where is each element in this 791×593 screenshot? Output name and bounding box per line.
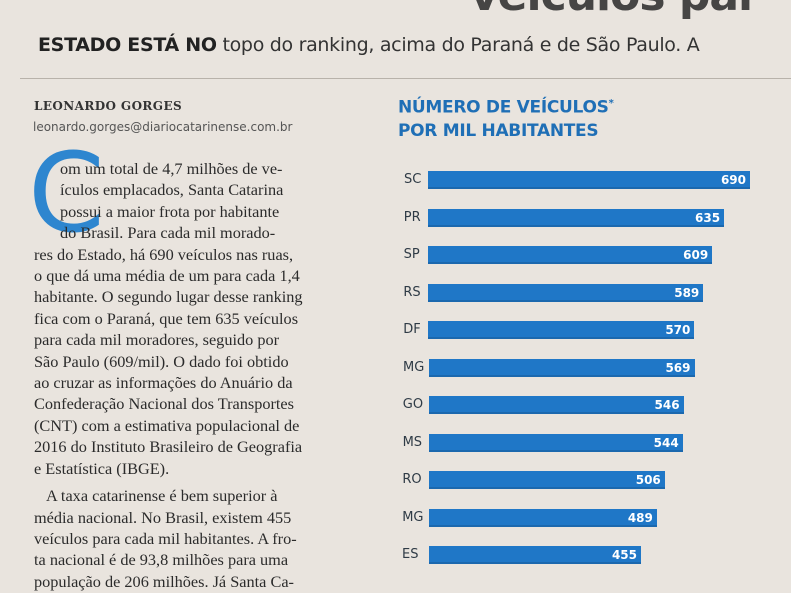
- subheadline: ESTADO ESTÁ NO topo do ranking, acima do…: [38, 34, 791, 56]
- article-line: om um total de 4,7 milhões de ve-: [60, 159, 283, 178]
- bar: [428, 433, 683, 452]
- article-line: habitante. O segundo lugar desse ranking: [34, 287, 303, 307]
- divider: [20, 78, 791, 79]
- article-line: do Brasil. Para cada mil morado-: [60, 223, 276, 243]
- bar: [428, 508, 657, 527]
- bar-label: PR: [403, 209, 421, 225]
- article-line: Confederação Nacional dos Transportes: [34, 394, 294, 414]
- article-line: possui a maior frota por habitante: [60, 201, 280, 221]
- article-body: om um total de 4,7 milhões de ve-ículos …: [34, 158, 384, 592]
- bar: [429, 546, 641, 564]
- bar-label: SC: [404, 172, 422, 187]
- article-line: A taxa catarinense é bem superior à: [46, 486, 278, 506]
- article-line: veículos para cada mil habitantes. A fro…: [34, 528, 297, 548]
- subheadline-bold: ESTADO ESTÁ NO: [38, 34, 217, 56]
- bar-value-label: 544: [653, 435, 679, 450]
- article-line: média nacional. No Brasil, existem 455: [34, 507, 292, 527]
- article-line: São Paulo (609/mil). O dado foi obtido: [34, 351, 289, 371]
- bar: [428, 246, 713, 264]
- article-line: (CNT) com a estimativa populacional de: [34, 415, 300, 435]
- article-line: e Estatística (IBGE).: [34, 458, 170, 478]
- bar-value-label: 635: [695, 210, 721, 225]
- bar: [428, 283, 704, 302]
- bar-value-label: 569: [665, 360, 691, 375]
- article-paragraph-1: om um total de 4,7 milhões de ve-ículos …: [34, 158, 384, 479]
- bar-label: SP: [403, 247, 420, 262]
- subheadline-text: topo do ranking, acima do Paraná e de Sã…: [216, 34, 700, 56]
- bar-label: MG: [403, 359, 425, 375]
- bar: [428, 208, 725, 227]
- headline-fragment: veículos par: [470, 0, 760, 21]
- bar-value-label: 690: [720, 173, 746, 187]
- bar: [428, 396, 684, 414]
- article-line: para cada mil moradores, seguido por: [34, 330, 280, 350]
- bar-value-label: 570: [665, 323, 691, 337]
- article-line: o que dá uma média de um para cada 1,4: [34, 266, 300, 286]
- article-line: população de 206 milhões. Já Santa Ca-: [34, 571, 294, 591]
- bar-value-label: 506: [635, 473, 661, 487]
- bar-value-label: 489: [627, 510, 653, 525]
- bar-value-label: 609: [683, 248, 709, 262]
- chart-title: NÚMERO DE VEÍCULOS* POR MIL HABITANTES: [398, 92, 614, 143]
- chart-title-marker: *: [608, 98, 614, 109]
- bar-value-label: 589: [674, 285, 700, 300]
- chart-title-line-1: NÚMERO DE VEÍCULOS: [398, 97, 609, 118]
- drop-cap: C: [28, 129, 105, 257]
- article-line: ta nacional é de 93,8 milhões para uma: [34, 550, 289, 570]
- bar-label: RS: [403, 284, 421, 300]
- author-byline: LEONARDO GORGES: [34, 99, 183, 113]
- chart-title-line-2: POR MIL HABITANTES: [398, 120, 599, 141]
- bar-label: GO: [402, 397, 424, 412]
- article-line: 2016 do Instituto Brasileiro de Geografi…: [34, 437, 303, 457]
- bar-label: ES: [402, 547, 419, 562]
- bar-label: MG: [402, 509, 424, 525]
- bar-value-label: 455: [611, 548, 637, 562]
- author-email[interactable]: leonardo.gorges@diariocatarinense.com.br: [33, 120, 293, 134]
- bar: [428, 171, 750, 189]
- bar-label: RO: [402, 472, 422, 487]
- bar: [428, 358, 695, 377]
- article-paragraph-2: A taxa catarinense é bem superior à média…: [34, 485, 384, 592]
- article-line: ao cruzar as informações do Anuário da: [34, 373, 293, 393]
- bar: [428, 471, 665, 489]
- article-line: fica com o Paraná, que tem 635 veículos: [34, 308, 299, 328]
- bar-label: DF: [403, 322, 421, 337]
- article-line: res do Estado, há 690 veículos nas ruas,: [34, 244, 294, 264]
- bar-label: MS: [402, 434, 423, 450]
- bar: [428, 321, 695, 339]
- bar-value-label: 546: [654, 398, 680, 412]
- article-line: ículos emplacados, Santa Catarina: [60, 180, 284, 200]
